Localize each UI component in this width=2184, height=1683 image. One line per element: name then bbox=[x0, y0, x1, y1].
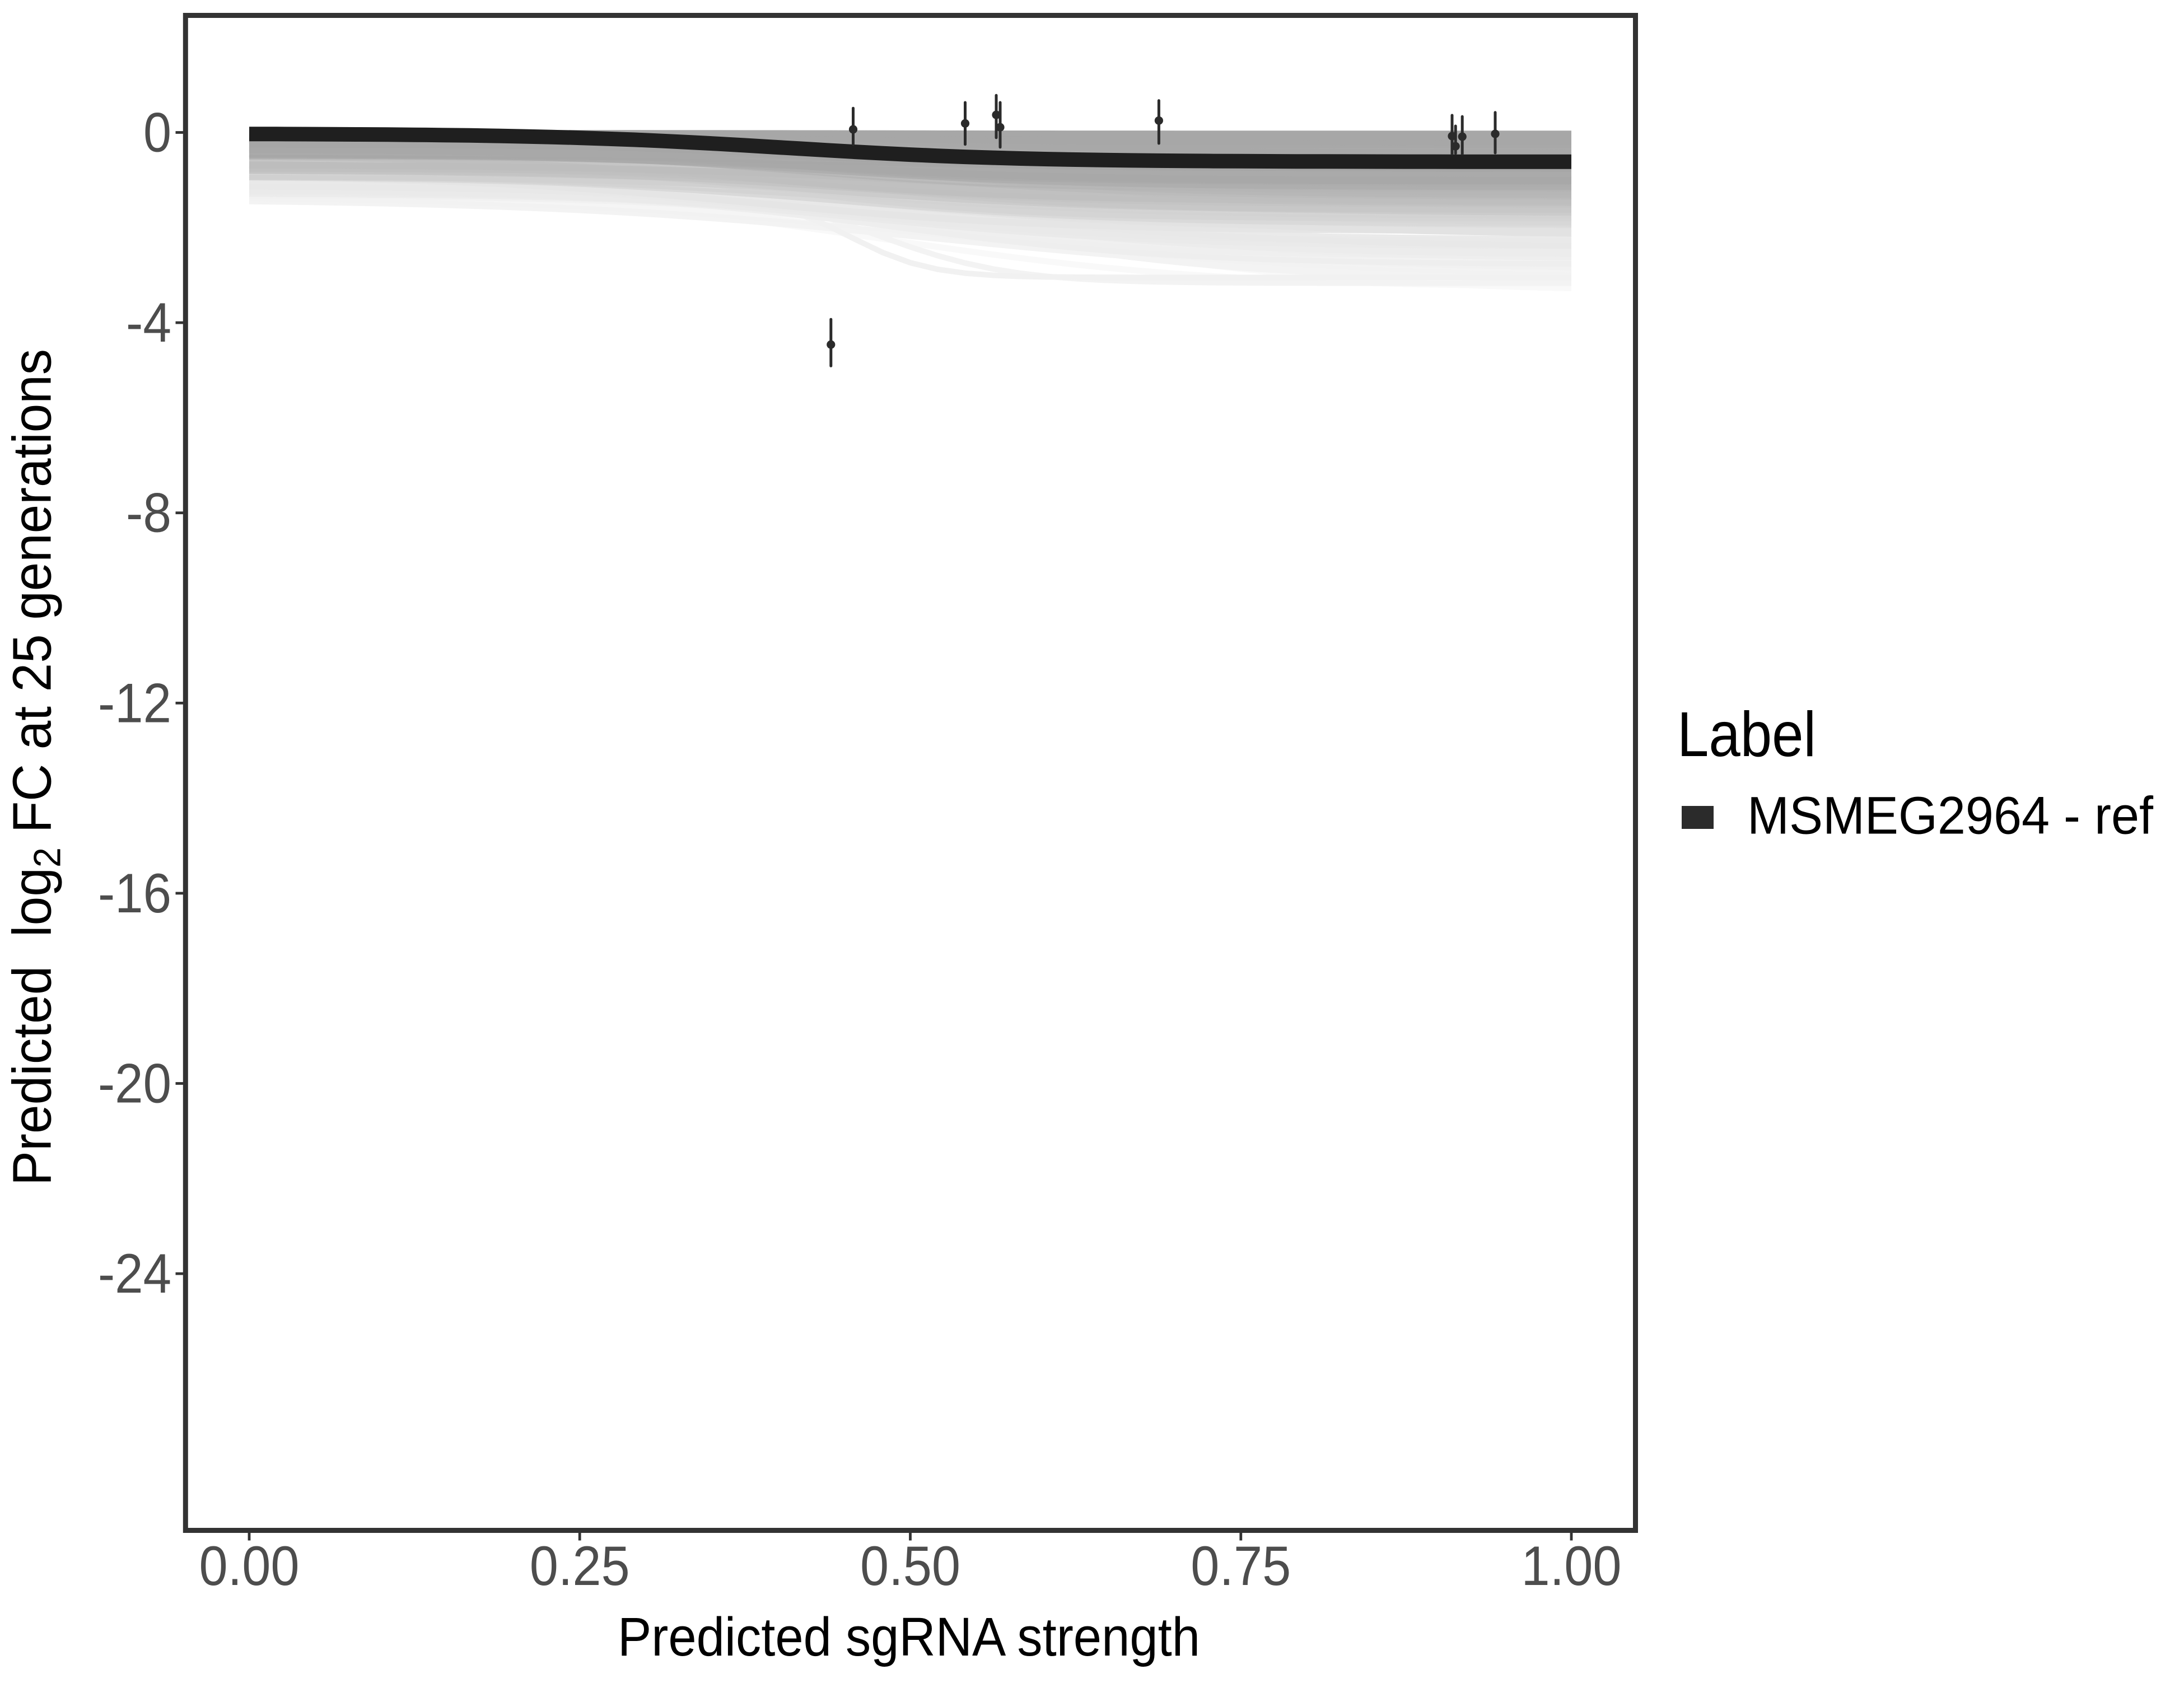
svg-text:0.50: 0.50 bbox=[860, 1535, 960, 1597]
svg-text:Predicted sgRNA strength: Predicted sgRNA strength bbox=[618, 1606, 1200, 1667]
svg-text:-8: -8 bbox=[126, 482, 171, 544]
svg-text:MSMEG2964 - ref: MSMEG2964 - ref bbox=[1747, 786, 2154, 846]
svg-text:-24: -24 bbox=[98, 1242, 171, 1304]
svg-text:-4: -4 bbox=[126, 291, 171, 353]
svg-text:2: 2 bbox=[26, 847, 69, 868]
svg-text:Label: Label bbox=[1677, 699, 1816, 770]
svg-text:-16: -16 bbox=[98, 862, 171, 924]
svg-text:-20: -20 bbox=[98, 1052, 171, 1115]
svg-text:0.25: 0.25 bbox=[530, 1535, 630, 1597]
svg-text:FC at 25 generations: FC at 25 generations bbox=[2, 349, 63, 847]
svg-text:-12: -12 bbox=[98, 672, 171, 734]
svg-text:0.00: 0.00 bbox=[199, 1535, 300, 1597]
svg-text:1.00: 1.00 bbox=[1522, 1535, 1622, 1597]
svg-text:0: 0 bbox=[143, 101, 171, 164]
svg-text:Predicted log: Predicted log bbox=[2, 868, 63, 1186]
svg-text:0.75: 0.75 bbox=[1191, 1535, 1291, 1597]
